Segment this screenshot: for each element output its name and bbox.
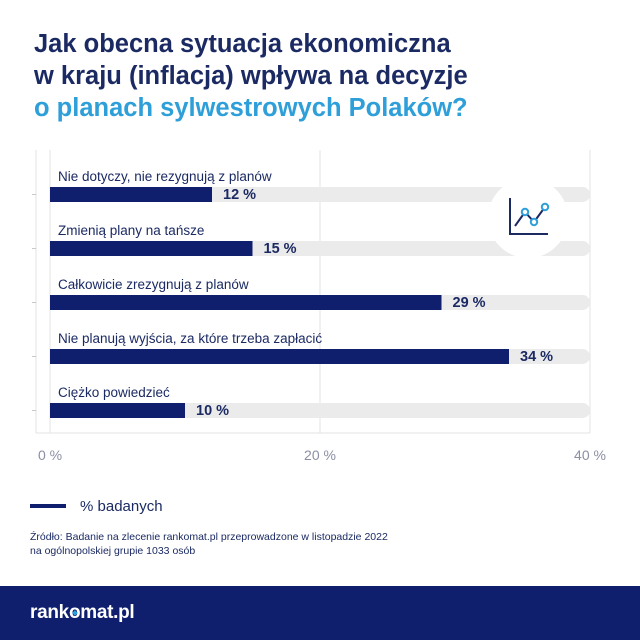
- line-chart-icon: [488, 178, 568, 258]
- source-line-1: Źródło: Badanie na zlecenie rankomat.pl …: [30, 531, 388, 543]
- bar-3: [50, 349, 509, 364]
- brand-text-start: rank: [30, 602, 69, 623]
- category-label-3: Nie planują wyjścia, za które trzeba zap…: [58, 331, 322, 346]
- title-line-2: w kraju (inflacja) wpływa na decyzje: [34, 62, 468, 90]
- x-tick-label-0: 0 %: [38, 447, 62, 463]
- title-line-1: Jak obecna sytuacja ekonomiczna: [34, 30, 451, 58]
- source-note: Źródło: Badanie na zlecenie rankomat.pl …: [30, 530, 590, 558]
- icon-point-1: [529, 217, 539, 227]
- value-label-0: 12 %: [223, 187, 256, 203]
- bar-0: [50, 187, 212, 202]
- category-label-4: Ciężko powiedzieć: [58, 385, 170, 400]
- icon-point-2: [540, 202, 550, 212]
- bar-chart: Nie dotyczy, nie rezygnują z planów 12 % Z…: [32, 150, 606, 463]
- category-label-2: Całkowicie zrezygnują z planów: [58, 277, 249, 292]
- brand-text-end: mat.pl: [80, 602, 135, 623]
- icon-axes: [509, 198, 548, 235]
- source-line-2: na ogólnopolskiej grupie 1033 osób: [30, 545, 196, 557]
- title-line-3: o planach sylwestrowych Polaków?: [34, 94, 468, 122]
- icon-line: [514, 206, 546, 227]
- chart-title: Jak obecna sytuacja ekonomiczna w kraju …: [34, 28, 614, 124]
- x-tick-label-1: 20 %: [304, 447, 336, 463]
- value-label-4: 10 %: [196, 403, 229, 419]
- value-label-2: 29 %: [453, 295, 486, 311]
- bar-2: [50, 295, 442, 310]
- category-label-1: Zmienią plany na tańsze: [58, 223, 204, 238]
- brand-logo[interactable]: rankomat.pl: [30, 602, 135, 624]
- x-tick-label-2: 40 %: [574, 447, 606, 463]
- legend: % badanych: [30, 496, 163, 516]
- value-label-3: 34 %: [520, 349, 553, 365]
- icon-badge: [488, 178, 568, 258]
- value-label-1: 15 %: [264, 241, 297, 257]
- icon-point-0: [520, 207, 530, 217]
- legend-swatch: [30, 504, 66, 508]
- footer-bar: rankomat.pl: [0, 586, 640, 640]
- category-label-0: Nie dotyczy, nie rezygnują z planów: [58, 169, 272, 184]
- legend-label: % badanych: [80, 497, 163, 515]
- bar-4: [50, 403, 185, 418]
- brand-logo-o: o: [68, 602, 81, 623]
- bar-1: [50, 241, 253, 256]
